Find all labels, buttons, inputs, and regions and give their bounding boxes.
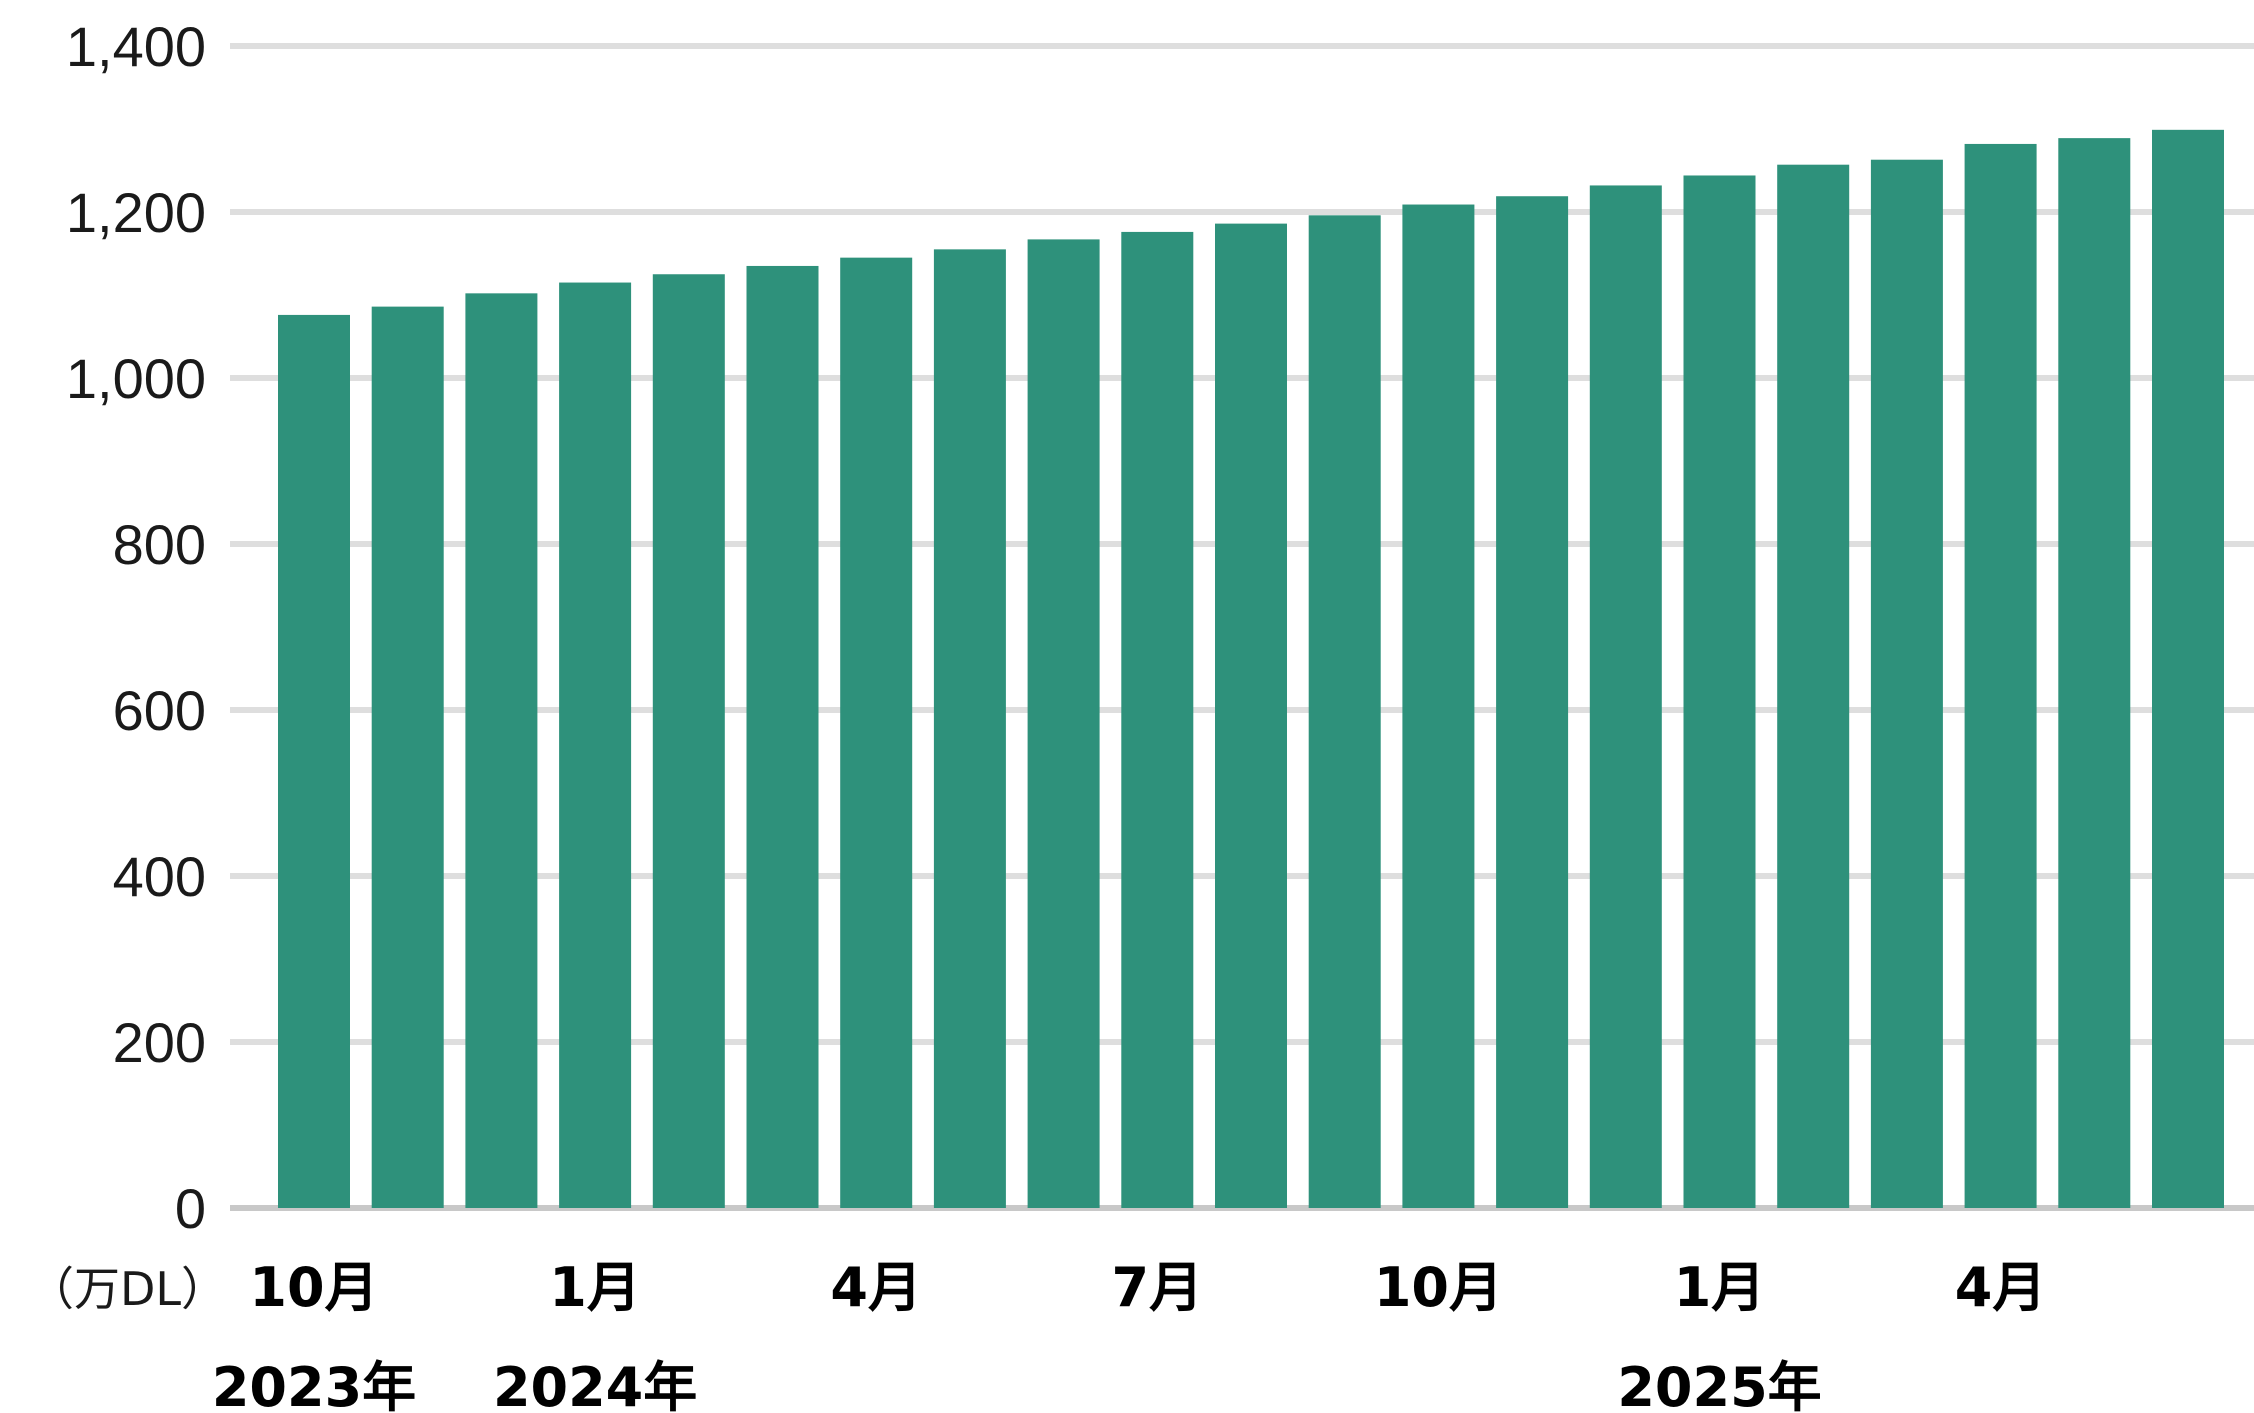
y-axis-unit-label: （万DL） (28, 1262, 227, 1316)
x-category-label: 4月 (1955, 1256, 2047, 1319)
y-tick-label: 1,200 (66, 181, 206, 244)
bar (1308, 215, 1381, 1208)
bar (746, 265, 819, 1208)
y-tick-label: 200 (113, 1011, 206, 1074)
bar (1402, 204, 1475, 1208)
x-category-label: 7月 (1112, 1256, 1204, 1319)
bar (2152, 129, 2224, 1209)
bar (2058, 138, 2131, 1208)
bar (1964, 143, 2037, 1209)
y-tick-label: 400 (113, 845, 206, 908)
y-tick-label: 600 (113, 679, 206, 742)
y-tick-label: 800 (113, 513, 206, 576)
x-year-label: 2023年 (212, 1356, 416, 1413)
bar (1121, 231, 1194, 1209)
bar (1215, 223, 1287, 1208)
y-tick-label: 0 (175, 1177, 206, 1240)
x-year-label: 2024年 (493, 1356, 697, 1413)
x-category-label: 1月 (549, 1256, 641, 1319)
bar (1870, 159, 1943, 1209)
bars (278, 129, 2224, 1209)
x-axis-month-labels: 10月 1月 4月 7月 10月 1月 4月 (249, 1256, 2046, 1319)
bar (652, 274, 725, 1208)
bar (371, 306, 444, 1208)
x-category-label: 10月 (249, 1256, 378, 1319)
bar (465, 293, 538, 1209)
bar (1683, 175, 1756, 1209)
bar (1777, 164, 1850, 1209)
x-category-label: 1月 (1674, 1256, 1766, 1319)
x-category-label: 4月 (830, 1256, 922, 1319)
bar (933, 249, 1006, 1209)
y-tick-label: 1,400 (66, 15, 206, 78)
x-year-label: 2025年 (1617, 1356, 1821, 1413)
bar (559, 282, 632, 1208)
y-tick-label: 1,000 (66, 347, 206, 410)
bar (1589, 185, 1662, 1208)
bar (1027, 239, 1100, 1208)
bar (840, 257, 913, 1208)
bar (1496, 196, 1569, 1209)
y-axis-tick-labels: 0 200 400 600 800 1,000 1,200 1,400 (66, 15, 206, 1240)
x-axis-year-labels: 2023年 2024年 2025年 (212, 1356, 1822, 1413)
bar (278, 314, 350, 1208)
x-category-label: 10月 (1374, 1256, 1503, 1319)
